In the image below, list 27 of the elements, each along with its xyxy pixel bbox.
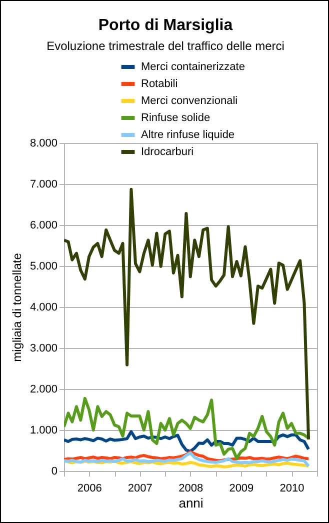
y-tick-label: 0 [51, 466, 58, 478]
legend-label: Rotabili [141, 78, 178, 90]
x-axis-title: anni [178, 496, 204, 510]
y-axis-title: migliaia di tonnellate [10, 252, 24, 362]
y-tick-label: 4.000 [30, 302, 58, 314]
chart-subtitle: Evoluzione trimestrale del traffico delle merci [46, 39, 284, 53]
y-tick-label: 8.000 [30, 138, 58, 150]
y-tick-label: 1.000 [30, 424, 58, 436]
line-series [64, 188, 310, 441]
x-tick-label: 2008 [178, 482, 204, 494]
legend-label: Merci containerizzate [141, 61, 245, 73]
legend-label: Rinfuse solide [141, 112, 210, 124]
x-tick-label: 2010 [280, 482, 304, 494]
legend-label: Altre rinfuse liquide [141, 129, 235, 141]
x-tick-label: 2006 [77, 482, 102, 494]
x-tick-label: 2009 [229, 482, 254, 494]
y-tick-label: 7.000 [30, 178, 58, 190]
y-tick-label: 3.000 [30, 342, 58, 354]
y-tick-label: 5.000 [30, 260, 58, 272]
line-series [64, 451, 310, 468]
x-tick-label: 2007 [128, 482, 152, 494]
y-tick-label: 6.000 [30, 220, 58, 232]
chart-title: Porto di Marsiglia [98, 17, 233, 34]
legend-label: Merci convenzionali [141, 95, 238, 107]
legend-label: Idrocarburi [141, 146, 194, 158]
line-series [64, 430, 310, 453]
y-tick-label: 2.000 [30, 384, 58, 396]
